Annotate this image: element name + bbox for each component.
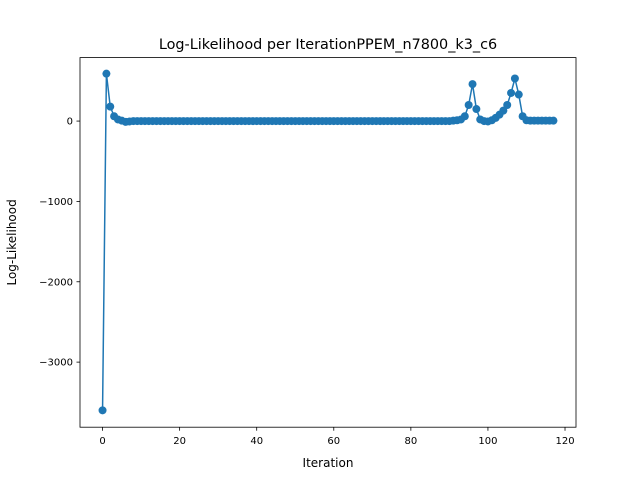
data-point	[468, 80, 477, 89]
data-point	[503, 101, 512, 110]
axes-frame	[79, 57, 577, 428]
x-axis: 0 20 40 60 80 100 120	[99, 427, 575, 447]
data-point	[106, 102, 115, 111]
data-point	[507, 88, 516, 97]
x-tick-label: 80	[404, 436, 417, 447]
y-tick-label: −1000	[39, 197, 73, 208]
x-axis-label: Iteration	[303, 456, 354, 470]
data-point	[510, 74, 519, 83]
y-tick-label: −3000	[39, 358, 73, 369]
y-tick-label: −2000	[39, 277, 73, 288]
data-point	[514, 90, 523, 99]
x-tick-label: 20	[173, 436, 186, 447]
x-tick-label: 0	[99, 436, 105, 447]
chart-title: Log-Likelihood per IterationPPEM_n7800_k…	[159, 37, 497, 53]
data-point	[102, 69, 111, 78]
data-point	[460, 112, 469, 121]
y-axis: −3000 −2000 −1000 0	[39, 117, 80, 369]
data-point	[464, 101, 473, 110]
data-point	[499, 106, 508, 115]
plot-area	[98, 69, 558, 415]
data-point	[472, 105, 481, 114]
data-point	[98, 406, 107, 415]
x-tick-label: 100	[478, 436, 497, 447]
y-axis-label: Log-Likelihood	[5, 199, 19, 285]
x-tick-label: 40	[250, 436, 263, 447]
x-tick-label: 60	[327, 436, 340, 447]
y-tick-label: 0	[67, 117, 73, 128]
x-tick-label: 120	[555, 436, 574, 447]
data-point	[549, 116, 558, 125]
